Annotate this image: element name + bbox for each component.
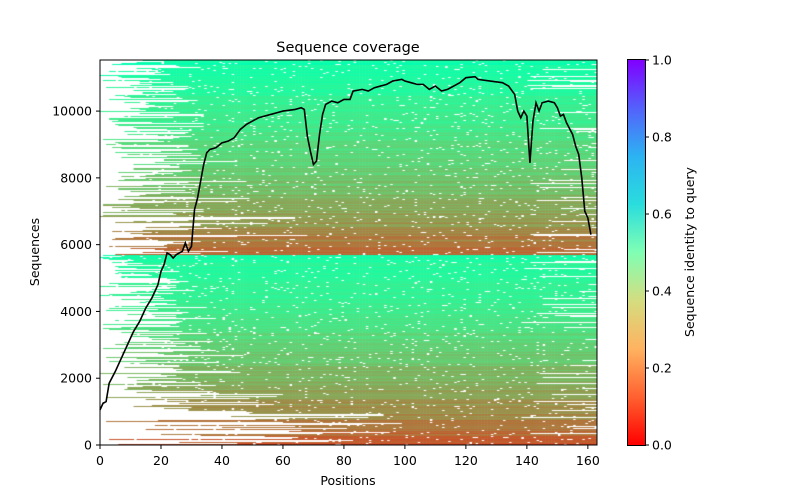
coverage-line [99, 75, 592, 411]
x-tick-label: 40 [214, 453, 230, 468]
colorbar-label: Sequence identity to query [682, 166, 697, 337]
colorbar-tick-label: 0.8 [652, 130, 672, 145]
y-tick-label: 2000 [60, 371, 92, 386]
colorbar-tick-label: 1.0 [652, 53, 672, 68]
x-tick-label: 20 [153, 453, 169, 468]
y-tick-label: 6000 [60, 237, 92, 252]
x-axis-label: Positions [320, 473, 375, 488]
x-tick-label: 140 [515, 453, 539, 468]
x-tick-label: 100 [393, 453, 417, 468]
x-tick-label: 120 [454, 453, 478, 468]
colorbar-tick-label: 0.6 [652, 207, 672, 222]
y-tick-label: 0 [84, 438, 92, 453]
y-axis-label: Sequences [27, 218, 42, 286]
x-tick-label: 0 [96, 453, 104, 468]
coverage-heatmap [100, 60, 597, 445]
chart-title: Sequence coverage [276, 40, 420, 56]
y-tick-label: 4000 [60, 304, 92, 319]
colorbar-tick-label: 0.0 [652, 438, 672, 453]
x-tick-label: 80 [336, 453, 352, 468]
colorbar-tick-label: 0.2 [652, 361, 672, 376]
x-tick-label: 60 [275, 453, 291, 468]
y-tick-label: 8000 [60, 170, 92, 185]
colorbar-tick-label: 0.4 [652, 284, 672, 299]
plot-frame [99, 59, 598, 446]
y-tick-label: 10000 [52, 104, 92, 119]
colorbar [627, 59, 646, 446]
x-tick-label: 160 [576, 453, 600, 468]
